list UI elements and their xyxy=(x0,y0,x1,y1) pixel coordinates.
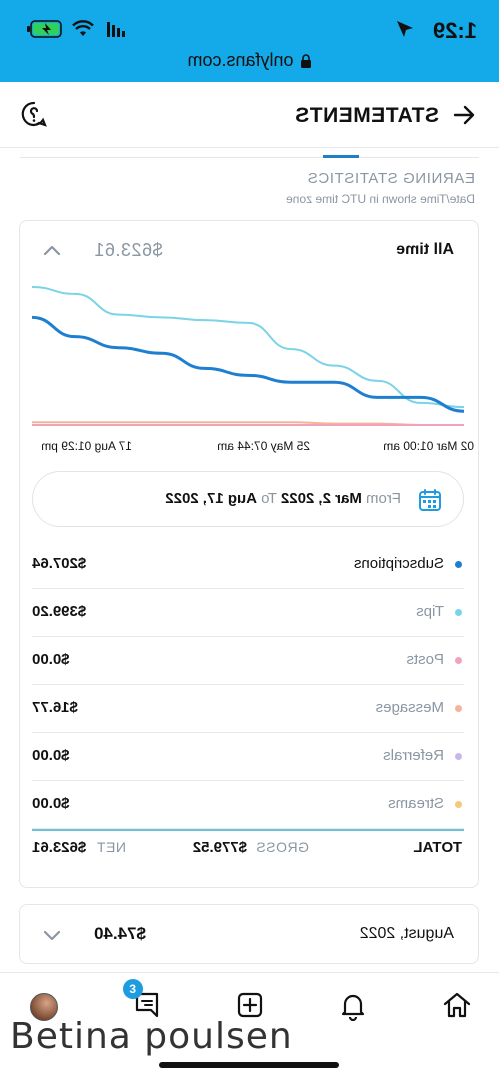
active-tab-indicator xyxy=(323,155,359,158)
breakdown-row: Messages $16.77 xyxy=(32,685,464,733)
breakdown-label: Posts xyxy=(406,651,444,668)
earnings-summary-card: All time $623.61 02 Mar 01:00 am 25 May … xyxy=(19,220,479,888)
breakdown-value: $16.77 xyxy=(32,699,78,716)
to-date[interactable]: Aug 17, 2022 xyxy=(165,490,258,507)
bottom-nav: 3 xyxy=(0,972,499,1036)
to-label: To xyxy=(261,490,278,507)
status-bar: 1:29 xyxy=(0,0,499,82)
date-range-text[interactable]: From Mar 2, 2022 To Aug 17, 2022 xyxy=(165,490,401,507)
battery-charging-icon xyxy=(27,20,62,38)
bell-icon[interactable] xyxy=(337,989,369,1021)
location-arrow-icon xyxy=(397,21,413,37)
net-label: NET xyxy=(96,839,127,855)
chevron-down-icon[interactable] xyxy=(40,923,64,947)
totals-row: TOTAL $779.52 GROSS NET $623.61 xyxy=(32,839,464,863)
legend-dot xyxy=(455,801,462,808)
watermark-text: Betina poulsen xyxy=(10,1016,293,1057)
from-label: From xyxy=(366,490,401,507)
breakdown-label: Messages xyxy=(375,699,444,716)
calendar-icon[interactable] xyxy=(417,487,443,513)
page-header: STATEMENTS xyxy=(0,82,499,148)
lock-icon xyxy=(300,53,311,68)
breakdown-value: $207.64 xyxy=(32,555,87,572)
chart-series-line-1 xyxy=(31,315,465,413)
chart-series-line-0 xyxy=(31,286,465,409)
system-icons xyxy=(26,20,126,38)
breakdown-label: Streams xyxy=(388,795,444,812)
legend-dot xyxy=(455,561,462,568)
breakdown-row: Subscriptions $207.64 xyxy=(32,541,464,589)
legend-dot xyxy=(455,705,462,712)
breakdown-label: Tips xyxy=(416,603,444,620)
help-circle-icon[interactable] xyxy=(20,100,48,128)
breakdown-value: $399.20 xyxy=(32,603,87,620)
x-tick-label: 17 Aug 01:29 pm xyxy=(41,439,132,453)
chart-series-line-2 xyxy=(32,421,464,426)
legend-dot xyxy=(455,657,462,664)
breakdown-row: Posts $0.00 xyxy=(32,637,464,685)
breakdown-value: $0.00 xyxy=(32,747,70,764)
tabs-divider xyxy=(20,157,479,158)
legend-dot xyxy=(455,753,462,760)
net-value: $623.61 xyxy=(32,839,87,856)
signal-icon xyxy=(107,22,125,37)
plus-square-icon[interactable] xyxy=(234,989,266,1021)
breakdown-row: Referrals $0.00 xyxy=(32,733,464,781)
total-label: TOTAL xyxy=(413,839,462,856)
chevron-up-icon[interactable] xyxy=(40,239,64,263)
breakdown-value: $0.00 xyxy=(32,795,70,812)
status-time: 1:29 xyxy=(432,18,477,43)
legend-dot xyxy=(455,609,462,616)
breakdown-bottom-line xyxy=(32,829,464,831)
earnings-breakdown: Subscriptions $207.64 Tips $399.20 Posts $0.0… xyxy=(32,541,464,831)
x-axis: 02 Mar 01:00 am 25 May 07:44 am 17 Aug 0… xyxy=(18,439,478,455)
breakdown-label: Subscriptions xyxy=(353,555,444,572)
gross-label: GROSS xyxy=(255,839,309,855)
messages-badge-count: 3 xyxy=(129,982,137,996)
section-title: EARNING STATISTICS xyxy=(307,170,475,187)
wifi-icon xyxy=(72,20,94,36)
x-tick-label: 25 May 07:44 am xyxy=(217,439,310,453)
earnings-chart xyxy=(31,286,465,426)
breakdown-label: Referrals xyxy=(383,747,444,764)
url-bar[interactable]: onlyfans.com xyxy=(0,50,499,71)
page-title: STATEMENTS xyxy=(294,104,439,127)
section-subtitle: Date/Time shown in UTC time zone xyxy=(286,192,475,206)
breakdown-value: $0.00 xyxy=(32,651,70,668)
messages-badge: 3 xyxy=(123,979,143,999)
home-icon[interactable] xyxy=(441,989,473,1021)
gross-value: $779.52 xyxy=(192,839,247,856)
period-label: All time xyxy=(396,241,454,258)
x-tick-label: 02 Mar 01:00 am xyxy=(383,439,474,453)
home-indicator xyxy=(159,1062,339,1068)
month-label: August, 2022 xyxy=(359,925,454,942)
period-total: $623.61 xyxy=(94,240,163,260)
url-text: onlyfans.com xyxy=(187,50,294,70)
from-date[interactable]: Mar 2, 2022 xyxy=(280,490,362,507)
arrow-left-icon[interactable] xyxy=(451,102,477,128)
month-value: $74.40 xyxy=(94,924,146,943)
breakdown-row: Tips $399.20 xyxy=(32,589,464,637)
breakdown-row: Streams $0.00 xyxy=(32,781,464,829)
date-range-picker[interactable]: From Mar 2, 2022 To Aug 17, 2022 xyxy=(32,471,464,527)
month-card[interactable]: August, 2022 $74.40 xyxy=(19,904,479,964)
messages-nav-item[interactable]: 3 xyxy=(123,979,163,1021)
